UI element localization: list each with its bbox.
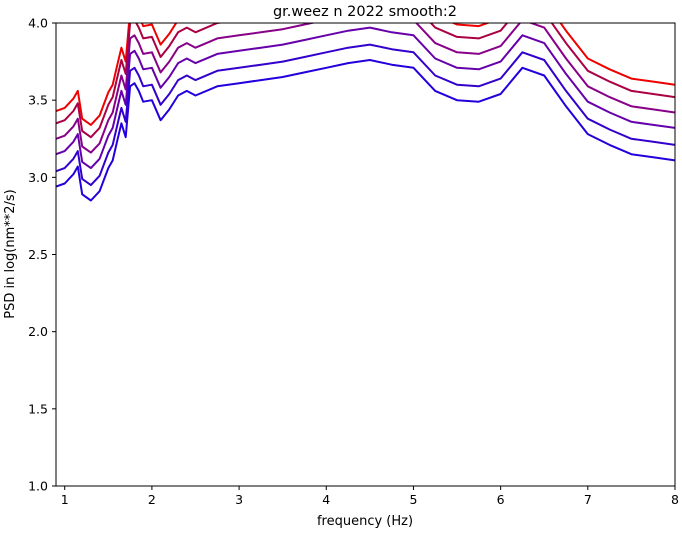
y-tick-label: 2.0	[28, 324, 48, 339]
psd-series-line-6	[56, 59, 675, 202]
psd-series-line-1	[56, 23, 675, 126]
y-tick-label: 1.0	[28, 479, 48, 494]
x-tick-label: 5	[409, 492, 417, 507]
x-axis-label: frequency (Hz)	[317, 514, 413, 529]
x-tick-label: 4	[322, 492, 330, 507]
x-tick-label: 6	[497, 492, 505, 507]
x-tick-label: 3	[235, 492, 243, 507]
x-tick-label: 2	[148, 492, 156, 507]
chart-title: gr.weez n 2022 smooth:2	[273, 4, 457, 20]
series-layer	[56, 23, 675, 202]
y-tick-label: 1.5	[28, 401, 48, 416]
x-tick-label: 8	[671, 492, 679, 507]
y-axis: 1.0 1.5 2.0 2.5 3.0 3.5 4.0	[28, 16, 56, 494]
y-tick-label: 2.5	[28, 247, 48, 262]
psd-series-line-5	[56, 43, 675, 187]
psd-series-line-3	[56, 23, 675, 154]
y-tick-label: 3.5	[28, 93, 48, 108]
y-tick-label: 3.0	[28, 170, 48, 185]
y-axis-label: PSD in log(nm**2/s)	[3, 189, 18, 319]
x-tick-label: 7	[584, 492, 592, 507]
plot-frame	[55, 22, 676, 487]
x-tick-label: 1	[61, 492, 69, 507]
x-axis: 1 2 3 4 5 6 7 8	[61, 486, 679, 507]
psd-series-line-4	[56, 26, 675, 170]
y-tick-label: 4.0	[28, 16, 48, 31]
psd-series-line-2	[56, 23, 675, 139]
